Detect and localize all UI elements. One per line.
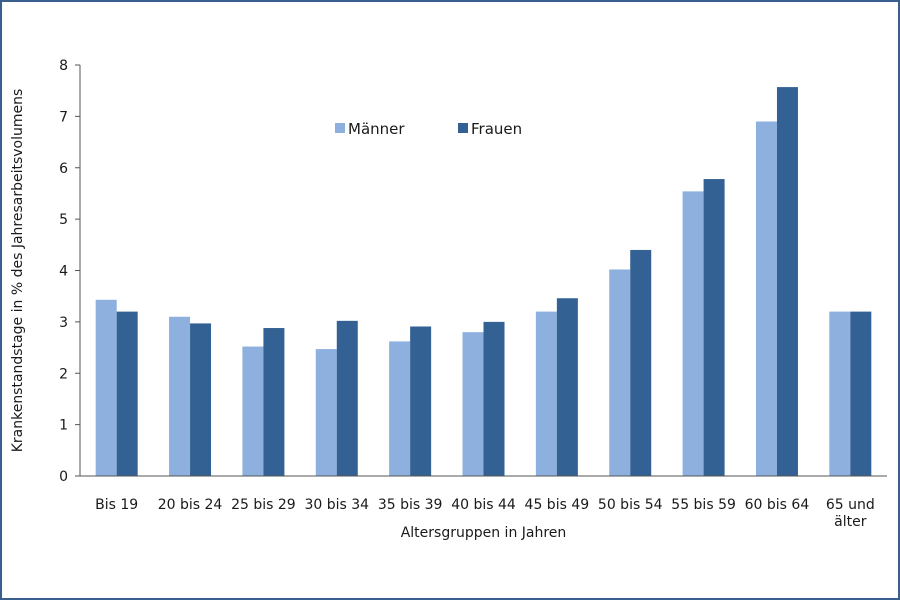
bar-maenner bbox=[242, 346, 264, 476]
x-tick-label: 65 und älter bbox=[826, 497, 875, 530]
bar-maenner bbox=[315, 349, 337, 476]
y-tick-label: 0 bbox=[59, 469, 68, 485]
y-axis: 0 1 2 3 4 5 6 7 8 bbox=[59, 58, 81, 485]
legend-swatch-frauen bbox=[458, 123, 468, 133]
x-axis: Bis 19 20 bis 24 25 bis 29 30 bis 34 35 bis … bbox=[80, 475, 887, 530]
y-tick-label: 1 bbox=[59, 418, 68, 434]
x-tick-label: 35 bis 39 bbox=[378, 497, 443, 513]
y-tick-label: 2 bbox=[59, 366, 68, 382]
bar-frauen bbox=[116, 311, 138, 476]
x-tick-label: 40 bis 44 bbox=[451, 497, 516, 513]
x-tick-label: 20 bis 24 bbox=[158, 497, 223, 513]
bar-maenner bbox=[95, 299, 117, 476]
bar-maenner bbox=[169, 316, 191, 476]
legend-label-maenner: Männer bbox=[348, 120, 405, 138]
bar-frauen bbox=[410, 326, 432, 476]
x-tick-label: 30 bis 34 bbox=[304, 497, 369, 513]
bar-group bbox=[95, 87, 872, 477]
bar-maenner bbox=[829, 311, 851, 476]
legend-swatch-maenner bbox=[335, 123, 345, 133]
bar-frauen bbox=[263, 328, 285, 476]
bar-maenner bbox=[682, 191, 704, 476]
x-tick-label: 45 bis 49 bbox=[525, 497, 590, 513]
bar-frauen bbox=[336, 320, 358, 476]
y-tick-label: 5 bbox=[59, 212, 68, 228]
y-tick-label: 8 bbox=[59, 58, 68, 74]
x-tick-label: 50 bis 54 bbox=[598, 497, 663, 513]
y-axis-title: Krankenstandstage in % des Jahresarbeits… bbox=[10, 89, 26, 453]
y-tick-label: 3 bbox=[59, 315, 68, 331]
x-tick-label: 60 bis 64 bbox=[745, 497, 810, 513]
bar-frauen bbox=[850, 311, 872, 476]
bar-maenner bbox=[389, 341, 411, 476]
y-tick-label: 4 bbox=[59, 264, 68, 280]
bar-maenner bbox=[462, 332, 484, 476]
bar-frauen bbox=[556, 298, 578, 476]
y-tick-label: 7 bbox=[59, 109, 68, 125]
x-tick-label: 55 bis 59 bbox=[671, 497, 736, 513]
bar-maenner bbox=[755, 121, 777, 476]
bar-frauen bbox=[703, 179, 725, 477]
bar-frauen bbox=[190, 323, 212, 476]
x-axis-title: Altersgruppen in Jahren bbox=[401, 525, 567, 541]
legend: Männer Frauen bbox=[335, 120, 522, 138]
y-tick-label: 6 bbox=[59, 161, 68, 177]
x-tick-label: Bis 19 bbox=[95, 497, 138, 513]
bar-maenner bbox=[609, 269, 631, 476]
x-tick-label: 25 bis 29 bbox=[231, 497, 296, 513]
bar-frauen bbox=[483, 321, 505, 476]
bar-frauen bbox=[630, 249, 652, 476]
legend-label-frauen: Frauen bbox=[471, 120, 522, 138]
bar-frauen bbox=[776, 87, 798, 476]
bar-maenner bbox=[535, 311, 557, 476]
